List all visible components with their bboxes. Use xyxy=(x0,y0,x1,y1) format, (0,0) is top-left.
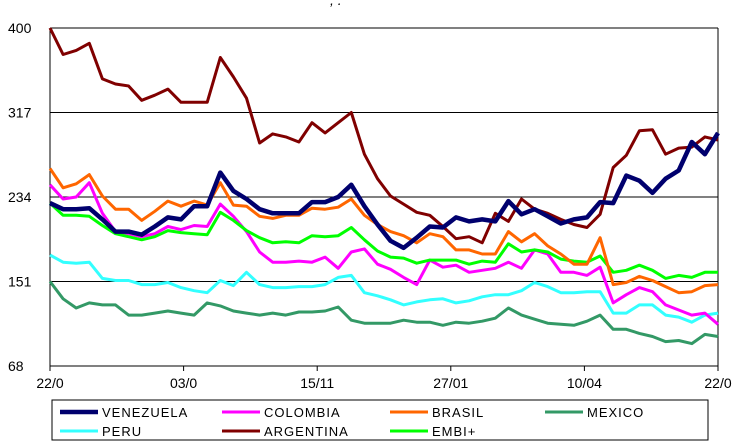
legend-box xyxy=(51,399,709,441)
series-line-venezuela xyxy=(49,131,720,251)
legend-label: PERU xyxy=(102,424,142,439)
x-tick-label: 03/0 xyxy=(170,375,197,391)
y-tick-label: 400 xyxy=(8,20,32,36)
y-tick-label: 317 xyxy=(8,105,32,121)
x-tick-label: 10/04 xyxy=(567,375,602,391)
x-tick-label: 22/0 xyxy=(704,375,731,391)
legend-label: EMBI+ xyxy=(432,424,476,439)
x-tick-label: 15/11 xyxy=(300,375,334,391)
legend-label: BRASIL xyxy=(432,405,484,420)
y-axis-ticks: 68 151 234 317 400 xyxy=(8,20,32,374)
y-tick-label: 151 xyxy=(8,274,32,290)
series-lines xyxy=(48,27,720,346)
legend-label: MEXICO xyxy=(587,405,644,420)
x-axis-ticks: 22/0 03/0 15/11 27/01 10/04 22/0 xyxy=(36,366,732,391)
axes xyxy=(49,28,719,367)
legend-label: VENEZUELA xyxy=(102,405,188,420)
header-fragment: , . xyxy=(330,0,342,8)
y-tick-label: 68 xyxy=(8,358,24,374)
legend-label: COLOMBIA xyxy=(264,405,341,420)
series-line-argentina xyxy=(48,27,719,245)
series-line-brasil xyxy=(48,167,719,295)
series-line-mexico xyxy=(48,280,719,346)
series-line-peru xyxy=(49,253,719,324)
legend-label: ARGENTINA xyxy=(264,424,349,439)
legend: VENEZUELA COLOMBIA BRASIL MEXICO PERU ARGENTI… xyxy=(51,399,709,441)
x-tick-label: 27/01 xyxy=(433,375,468,391)
x-tick-label: 22/0 xyxy=(36,375,63,391)
y-tick-label: 234 xyxy=(8,189,32,205)
series-line-colombia xyxy=(48,181,719,326)
